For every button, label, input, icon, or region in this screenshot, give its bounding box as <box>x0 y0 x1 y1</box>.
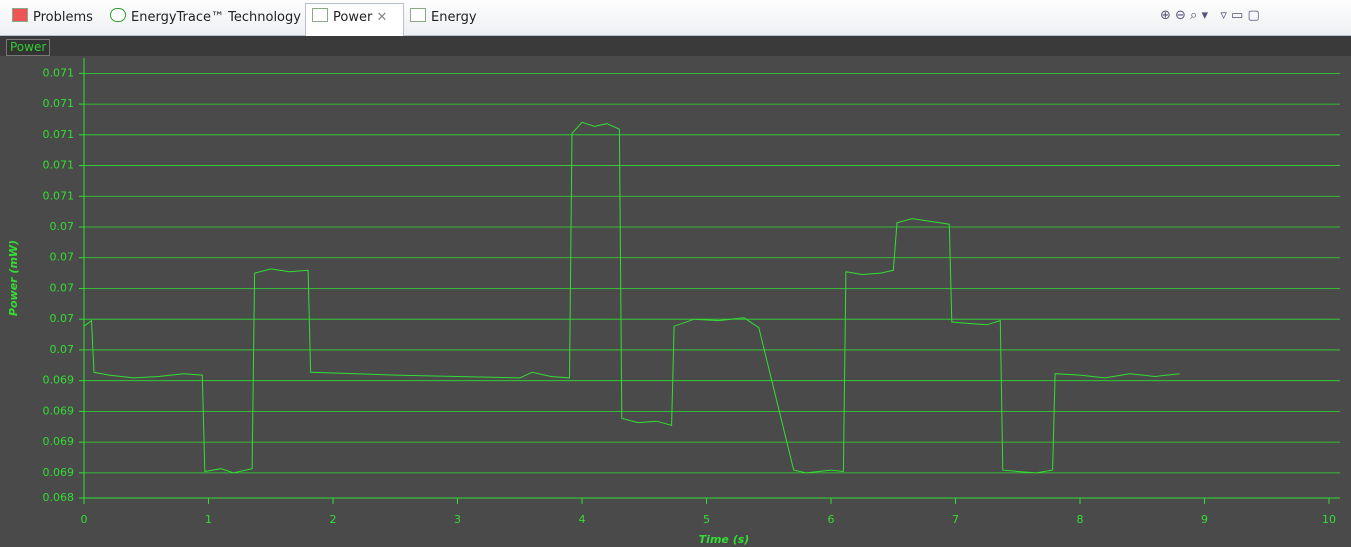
y-tick-label: 0.07 <box>50 312 75 325</box>
x-tick-label: 5 <box>703 513 710 526</box>
x-tick-label: 10 <box>1322 513 1336 526</box>
panel-bar <box>0 36 1351 56</box>
y-tick-label: 0.069 <box>43 374 75 387</box>
y-tick-label: 0.07 <box>50 220 75 233</box>
y-tick-label: 0.071 <box>43 159 75 172</box>
x-tick-label: 3 <box>454 513 461 526</box>
x-axis-label: Time (s) <box>699 533 750 546</box>
tab[interactable]: Energy <box>410 8 477 25</box>
tab-label: EnergyTrace™ Technology <box>131 10 301 25</box>
x-tick-label: 2 <box>330 513 337 526</box>
x-tick-label: 9 <box>1201 513 1208 526</box>
x-tick-label: 0 <box>81 513 88 526</box>
y-tick-label: 0.07 <box>50 343 75 356</box>
tab[interactable]: EnergyTrace™ Technology <box>110 8 301 25</box>
x-tick-label: 1 <box>205 513 212 526</box>
y-tick-label: 0.071 <box>43 189 75 202</box>
y-tick-label: 0.069 <box>43 435 75 448</box>
tab-label: Power <box>333 10 373 25</box>
y-tick-label: 0.071 <box>43 66 75 79</box>
power-line <box>83 121 1180 474</box>
tab-label: Energy <box>431 10 477 25</box>
y-tick-label: 0.071 <box>43 128 75 141</box>
y-axis-label: Power (mW) <box>7 240 20 316</box>
y-tick-label: 0.071 <box>43 97 75 110</box>
y-tick-label: 0.07 <box>50 251 75 264</box>
x-tick-label: 4 <box>579 513 586 526</box>
x-tick-label: 6 <box>828 513 835 526</box>
tab[interactable]: Problems <box>12 8 93 25</box>
y-tick-label: 0.07 <box>50 281 75 294</box>
x-tick-label: 7 <box>952 513 959 526</box>
y-tick-label: 0.069 <box>43 466 75 479</box>
tab[interactable]: Power ✕ <box>312 8 387 25</box>
panel-label: Power <box>6 39 51 56</box>
tab-bar: Problems EnergyTrace™ Technology Power ✕… <box>0 0 1351 36</box>
x-tick-label: 8 <box>1077 513 1084 526</box>
tab-label: Problems <box>33 10 93 25</box>
y-tick-label: 0.069 <box>43 404 75 417</box>
toolbar[interactable]: ⊕ ⊖ ⌕ ▾ ▿ ▭ ▢ <box>1160 8 1260 23</box>
y-tick-label: 0.068 <box>43 491 75 504</box>
